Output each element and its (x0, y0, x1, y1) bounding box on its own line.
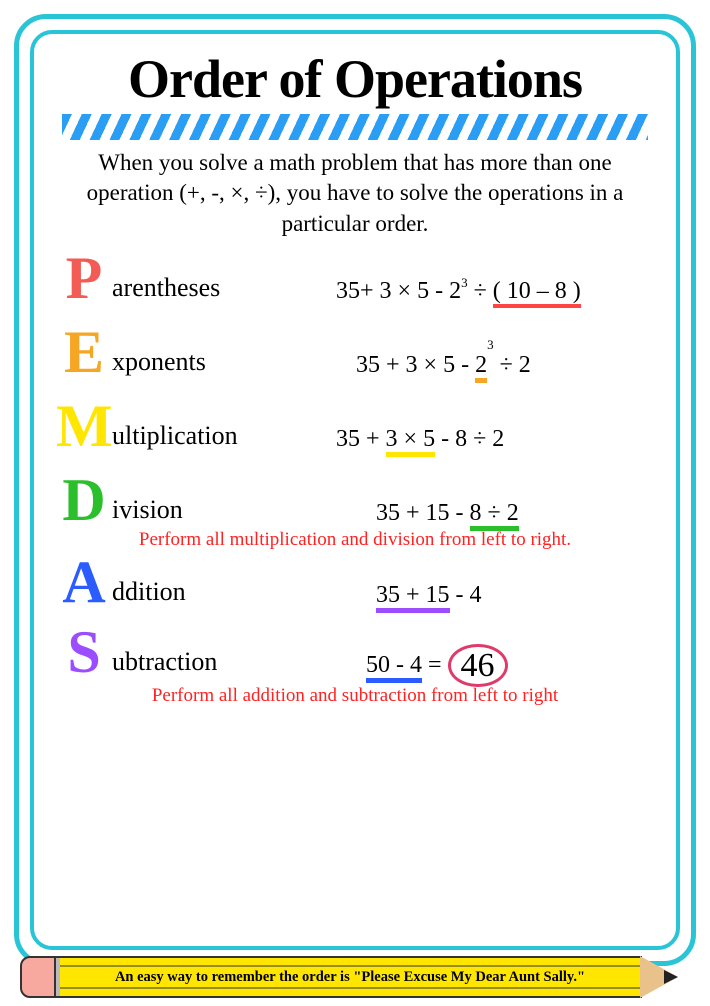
note-muldiv: Perform all multiplication and division … (56, 529, 654, 551)
stripe-divider (62, 114, 648, 140)
pencil-graphic: An easy way to remember the order is "Pl… (12, 956, 698, 998)
word-division: D ivision (56, 475, 336, 527)
rest-multiplication: ultiplication (112, 421, 238, 451)
intro-text: When you solve a math problem that has m… (58, 148, 652, 239)
poster-card: Order of Operations When you solve a mat… (30, 30, 680, 950)
expr-multiplication: 35 + 3 × 5 - 8 ÷ 2 (336, 426, 504, 453)
expr-addition: 35 + 15 - 4 (336, 582, 482, 609)
final-answer: 46 (448, 644, 508, 687)
rest-addition: ddition (112, 577, 186, 607)
row-multiplication: M ultiplication 35 + 3 × 5 - 8 ÷ 2 (56, 401, 654, 453)
expr-exponents: 35 + 3 × 5 - 23 ÷ 2 (336, 351, 531, 379)
word-subtraction: S ubtraction (56, 627, 336, 679)
pencil-eraser (20, 956, 56, 998)
letter-a: A (56, 557, 112, 608)
page-title: Order of Operations (56, 48, 654, 110)
row-exponents: E xponents 35 + 3 × 5 - 23 ÷ 2 (56, 327, 654, 379)
letter-m: M (56, 401, 112, 452)
rest-division: ivision (112, 495, 183, 525)
rest-exponents: xponents (112, 347, 206, 377)
expr-division: 35 + 15 - 8 ÷ 2 (336, 500, 519, 527)
rest-subtraction: ubtraction (112, 647, 217, 677)
letter-d: D (56, 475, 112, 526)
letter-p: P (56, 253, 112, 304)
word-exponents: E xponents (56, 327, 336, 379)
pencil-lead (664, 970, 678, 984)
rest-parentheses: arentheses (112, 273, 220, 303)
pencil-mnemonic: An easy way to remember the order is "Pl… (72, 956, 628, 998)
expr-parentheses: 35+ 3 × 5 - 23 ÷ ( 10 – 8 ) (336, 277, 581, 305)
word-addition: A ddition (56, 557, 336, 609)
word-multiplication: M ultiplication (56, 401, 336, 453)
row-addition: A ddition 35 + 15 - 4 (56, 557, 654, 609)
note-addsub: Perform all addition and subtraction fro… (56, 685, 654, 707)
row-parentheses: P arentheses 35+ 3 × 5 - 23 ÷ ( 10 – 8 ) (56, 253, 654, 305)
expr-subtraction: 50 - 4 = 46 (336, 640, 508, 683)
row-division: D ivision 35 + 15 - 8 ÷ 2 (56, 475, 654, 527)
row-subtraction: S ubtraction 50 - 4 = 46 (56, 627, 654, 683)
word-parentheses: P arentheses (56, 253, 336, 305)
letter-s: S (56, 627, 112, 678)
letter-e: E (56, 327, 112, 378)
